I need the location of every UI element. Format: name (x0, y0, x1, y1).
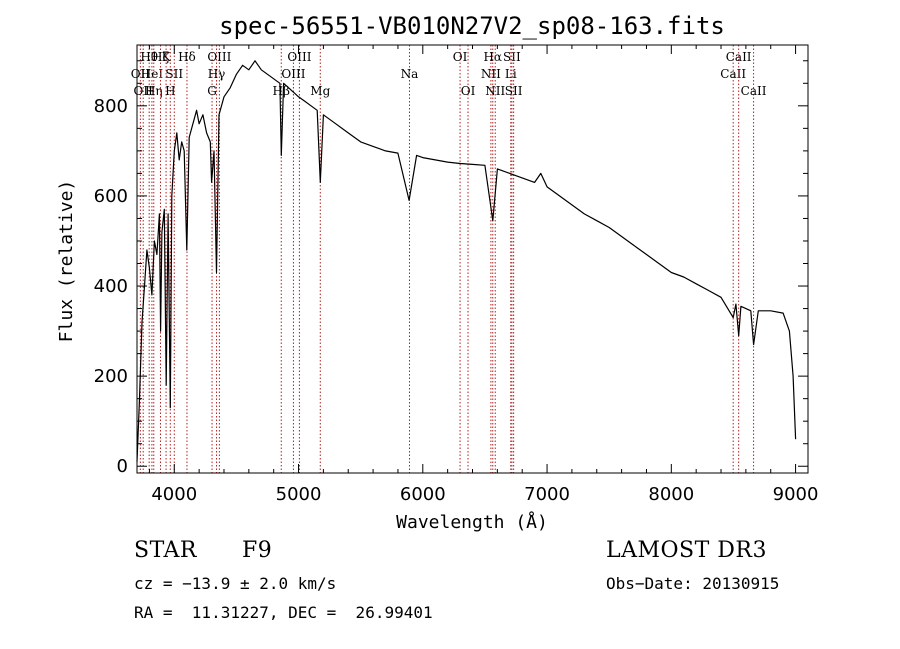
observation-date: Obs−Date: 20130915 (606, 574, 780, 593)
subclass: F9 (242, 538, 273, 563)
line-label-5: Hζ (152, 50, 169, 64)
y-tick-label-2: 400 (94, 276, 128, 297)
line-label-6: K (162, 50, 172, 64)
line-label-22: NII (485, 84, 505, 98)
line-label-3: HeI (141, 67, 164, 81)
line-label-20: NII (481, 67, 501, 81)
line-label-8: SII (165, 67, 183, 81)
line-label-23: Li (505, 67, 517, 81)
y-axis-label: Flux (relative) (56, 180, 77, 343)
line-label-14: OIII (281, 67, 305, 81)
line-label-28: CaII (741, 84, 767, 98)
chart-title: spec-56551-VB010N27V2_sp08-163.fits (219, 12, 725, 40)
line-label-26: CaII (720, 67, 746, 81)
line-label-24: SII (503, 50, 521, 64)
line-label-17: Na (401, 67, 419, 81)
line-label-18: OI (453, 50, 468, 64)
spectrum-line (136, 60, 797, 462)
x-tick-label-2: 6000 (400, 484, 446, 505)
line-label-0: OII (131, 67, 151, 81)
plot-area: OIIOIIHθHeIHηHζKHSIIHδGHγOIIIHβOIIIOIIIM… (94, 44, 819, 505)
line-label-7: H (165, 84, 175, 98)
survey-name: LAMOST DR3 (606, 538, 767, 563)
line-label-16: Mg (310, 84, 330, 98)
x-axis-label: Wavelength (Å) (396, 511, 548, 533)
line-label-15: OIII (287, 50, 311, 64)
line-label-9: Hδ (178, 50, 196, 64)
line-label-25: SII (505, 84, 523, 98)
line-label-19: OI (461, 84, 476, 98)
line-label-1: OII (134, 84, 154, 98)
x-tick-label-0: 4000 (151, 484, 197, 505)
coordinates: RA = 11.31227, DEC = 26.99401 (134, 603, 433, 622)
line-label-12: OIII (207, 50, 231, 64)
line-label-11: Hγ (208, 67, 226, 81)
line-label-21: Hα (483, 50, 502, 64)
object-class: STAR (134, 538, 197, 563)
line-label-13: Hβ (273, 84, 290, 98)
x-tick-label-5: 9000 (773, 484, 819, 505)
line-label-10: G (207, 84, 217, 98)
x-tick-label-4: 8000 (648, 484, 694, 505)
plot-frame (136, 44, 809, 474)
x-tick-label-3: 7000 (524, 484, 570, 505)
y-tick-label-4: 800 (94, 96, 128, 117)
line-label-4: Hη (145, 84, 163, 98)
x-tick-label-1: 5000 (276, 484, 322, 505)
y-tick-label-0: 0 (117, 456, 128, 477)
y-tick-label-3: 600 (94, 186, 128, 207)
line-label-27: CaII (726, 50, 752, 64)
redshift-velocity: cz = −13.9 ± 2.0 km/s (134, 574, 337, 593)
y-tick-label-1: 200 (94, 366, 128, 387)
